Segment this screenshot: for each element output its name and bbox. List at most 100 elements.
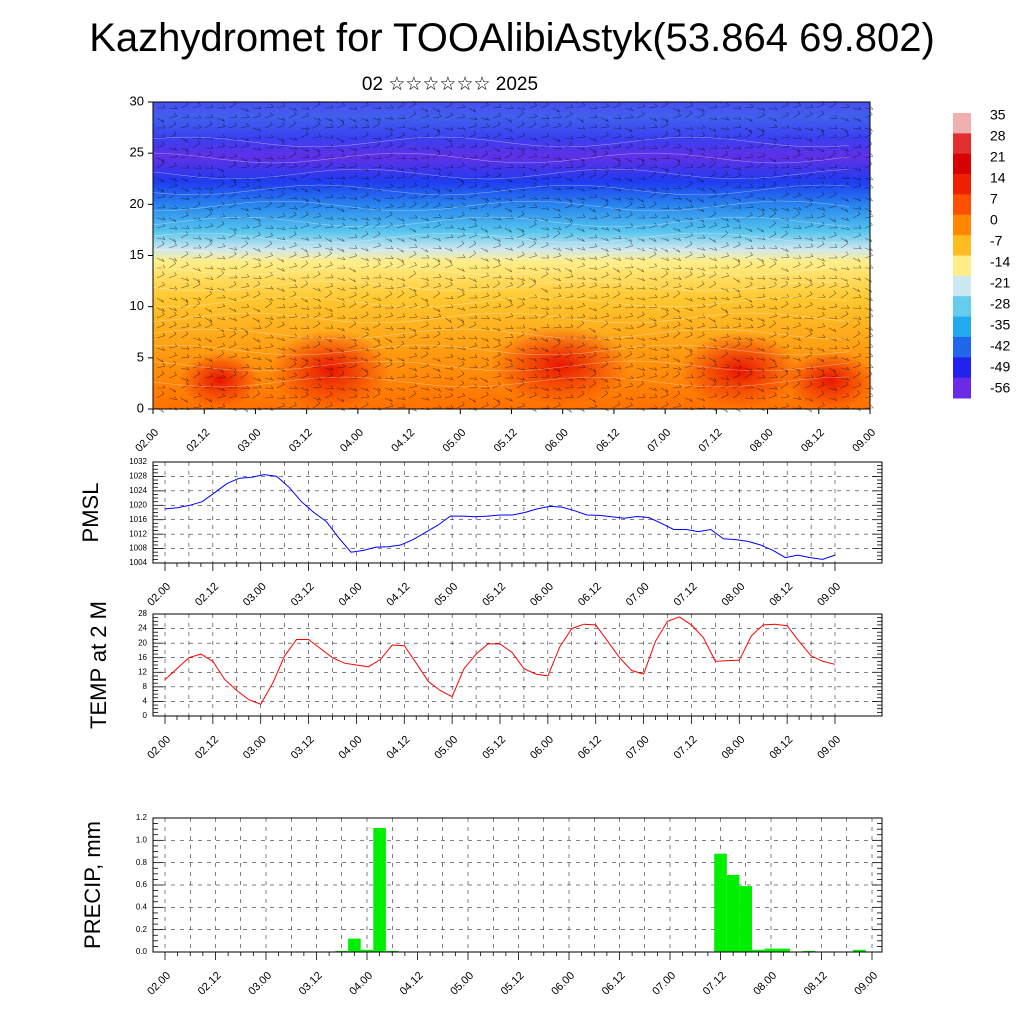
heatmap-ytick-label: 25 [130, 145, 144, 160]
contour-line [152, 328, 850, 340]
xtick-label: 09.00 [852, 970, 880, 998]
ytick-label: 4 [143, 697, 148, 706]
heatmap-xtick-label: 07.00 [645, 427, 673, 455]
heatmap-xtick-label: 07.12 [697, 427, 725, 455]
heatmap-ytick-label: 15 [130, 247, 144, 262]
precip-bar [777, 948, 790, 952]
xtick-label: 06.12 [600, 970, 628, 998]
colorbar-swatch [953, 255, 971, 277]
ytick-label: 16 [138, 653, 147, 662]
ytick-label: 1.2 [136, 813, 148, 822]
ytick-label: 0.0 [136, 947, 148, 956]
colorbar: 35 28 21 14 7 0 -7 -14 -21 -28 -35 -42 -49 -56 [953, 107, 1010, 399]
xtick-label: 07.00 [624, 581, 652, 609]
xtick-label: 07.12 [672, 581, 700, 609]
xtick-label: 05.00 [448, 970, 476, 998]
heatmap-xtick-label: 02.12 [184, 427, 212, 455]
xtick-label: 02.00 [145, 581, 173, 609]
precip-bar [714, 853, 727, 952]
ytick-label: 0.4 [136, 902, 148, 911]
precip-bar [764, 948, 778, 952]
xtick-label: 05.12 [480, 734, 508, 762]
ytick-label: 1012 [129, 529, 147, 538]
contour-line [152, 280, 850, 292]
colorbar-swatch [953, 153, 971, 175]
ytick-label: 1028 [129, 472, 147, 481]
precip-bar [739, 886, 752, 952]
contour-line [152, 232, 850, 244]
heatmap-xtick-label: 03.00 [236, 427, 264, 455]
xtick-label: 05.12 [499, 970, 527, 998]
xtick-label: 06.12 [576, 734, 604, 762]
heatmap-ytick-label: 20 [130, 196, 144, 211]
pmsl-panel: 1004 1008 1012 1016 1020 1024 1028 1032 02.00 02.… [78, 457, 883, 609]
precip-bar [360, 949, 374, 952]
contour-line [152, 184, 850, 196]
chart-title: Kazhydromet for TOOAlibiAstyk(53.864 69.… [89, 16, 935, 60]
heatmap-xtick-label: 09.00 [850, 427, 878, 455]
panel-background [153, 818, 882, 952]
contour-line [152, 200, 850, 212]
xtick-label: 02.12 [193, 581, 221, 609]
colorbar-label: -56 [990, 380, 1010, 396]
colorbar-label: 14 [990, 170, 1006, 186]
precip-bar [802, 950, 816, 952]
colorbar-label: 7 [990, 191, 998, 207]
heatmap-ytick-label: 30 [130, 93, 144, 108]
colorbar-label: -7 [990, 233, 1003, 249]
xtick-label: 09.00 [815, 734, 843, 762]
heatmap-xtick-label: 04.00 [338, 427, 366, 455]
xtick-label: 02.12 [196, 970, 224, 998]
heatmap-panel: 0 5 10 15 20 25 30 02.00 02.12 03.00 03.12 04.00 04.… [130, 93, 879, 454]
xtick-label: 06.00 [528, 581, 556, 609]
precip-bar [752, 949, 765, 952]
ytick-label: 1024 [129, 486, 147, 495]
colorbar-swatch [953, 275, 971, 297]
contour-line [152, 376, 850, 388]
xtick-label: 08.00 [720, 734, 748, 762]
heatmap-ytick-label: 5 [137, 349, 144, 364]
contour-line [152, 360, 850, 372]
xtick-label: 09.00 [815, 581, 843, 609]
ytick-label: 1008 [129, 544, 147, 553]
xtick-label: 02.00 [145, 734, 173, 762]
ytick-label: 12 [138, 667, 147, 676]
ytick-label: 0 [143, 711, 148, 720]
contour-line [152, 248, 850, 260]
heatmap-xtick-label: 05.00 [441, 427, 469, 455]
ytick-label: 1.0 [136, 835, 148, 844]
xtick-label: 06.00 [528, 734, 556, 762]
heatmap-ytick-label: 0 [137, 400, 144, 415]
ytick-label: 20 [138, 638, 147, 647]
ytick-label: 1020 [129, 500, 147, 509]
colorbar-label: -28 [990, 296, 1010, 312]
heatmap-warm-region [180, 352, 260, 408]
ytick-label: 1032 [129, 457, 147, 466]
heatmap-xtick-label: 02.00 [133, 427, 161, 455]
contour-line [152, 136, 850, 148]
xtick-label: 07.12 [701, 970, 729, 998]
heatmap-warm-region [270, 330, 390, 410]
xtick-label: 04.00 [347, 970, 375, 998]
temp-panel: 0 4 8 12 16 20 24 28 02.00 02.12 03.00 03.12 04.00 04… [86, 601, 883, 762]
heatmap-warm-region [785, 350, 875, 410]
colorbar-swatch [953, 377, 971, 399]
xtick-label: 06.00 [549, 970, 577, 998]
xtick-label: 08.12 [767, 581, 795, 609]
pmsl-series-line [164, 474, 836, 560]
xtick-label: 05.12 [480, 581, 508, 609]
ytick-label: 28 [138, 609, 147, 618]
colorbar-label: -35 [990, 317, 1010, 333]
heatmap-xtick-label: 06.00 [543, 427, 571, 455]
colorbar-swatch [953, 235, 971, 256]
xtick-label: 04.12 [398, 970, 426, 998]
ytick-label: 8 [143, 682, 148, 691]
xtick-label: 08.12 [802, 970, 830, 998]
wind-barbs-overlay [156, 100, 874, 413]
colorbar-swatch [953, 133, 971, 155]
xtick-label: 02.12 [193, 734, 221, 762]
xtick-label: 03.12 [289, 581, 317, 609]
heatmap-xtick-label: 06.12 [594, 427, 622, 455]
ytick-label: 0.2 [136, 925, 148, 934]
